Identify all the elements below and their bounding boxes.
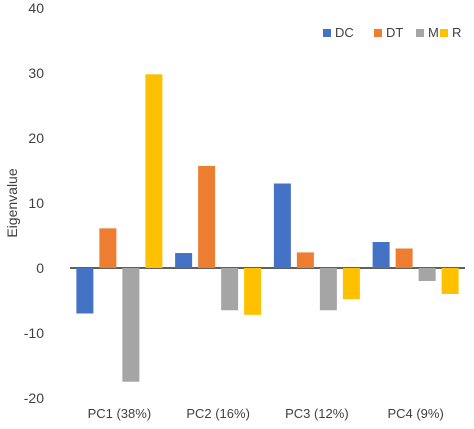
- bar-r: [244, 268, 262, 315]
- bar-dt: [296, 252, 314, 268]
- bar-dt: [395, 248, 413, 268]
- x-category-label: PC2 (16%): [186, 406, 250, 421]
- bar-r: [342, 268, 360, 300]
- bars: [76, 74, 459, 382]
- bar-dc: [372, 242, 390, 268]
- bar-m: [319, 268, 337, 311]
- y-tick-label: -20: [24, 390, 44, 406]
- y-axis-title: Eigenvalue: [4, 168, 20, 237]
- bar-dc: [273, 183, 291, 268]
- legend-label-dt: DT: [386, 25, 403, 40]
- y-tick-label: 10: [28, 195, 44, 211]
- x-category-label: PC1 (38%): [88, 406, 152, 421]
- bar-m: [418, 268, 436, 281]
- x-axis-labels: PC1 (38%) PC2 (16%) PC3 (12%) PC4 (9%): [88, 406, 444, 421]
- y-tick-label: 20: [28, 130, 44, 146]
- bar-m: [221, 268, 239, 311]
- legend-swatch-dt: [374, 29, 382, 37]
- y-tick-label: 0: [36, 260, 44, 276]
- legend-swatch-dc: [323, 29, 331, 37]
- bar-dt: [198, 165, 216, 268]
- legend-swatch-r: [440, 29, 448, 37]
- y-tick-label: 30: [28, 65, 44, 81]
- legend-swatch-m: [416, 29, 424, 37]
- bar-m: [122, 268, 140, 382]
- bar-dt: [99, 228, 117, 268]
- x-category-label: PC3 (12%): [285, 406, 349, 421]
- legend-label-dc: DC: [335, 25, 354, 40]
- bar-r: [441, 268, 459, 294]
- legend: DC DT M R: [323, 25, 461, 40]
- bar-r: [145, 74, 163, 268]
- legend-label-r: R: [452, 25, 461, 40]
- bar-dc: [175, 253, 193, 268]
- bar-dc: [76, 268, 94, 314]
- y-tick-label: -10: [24, 325, 44, 341]
- x-category-label: PC4 (9%): [387, 406, 443, 421]
- legend-label-m: M: [428, 25, 439, 40]
- y-axis-ticks: -20 -10 0 10 20 30 40: [24, 0, 44, 406]
- y-tick-label: 40: [28, 0, 44, 16]
